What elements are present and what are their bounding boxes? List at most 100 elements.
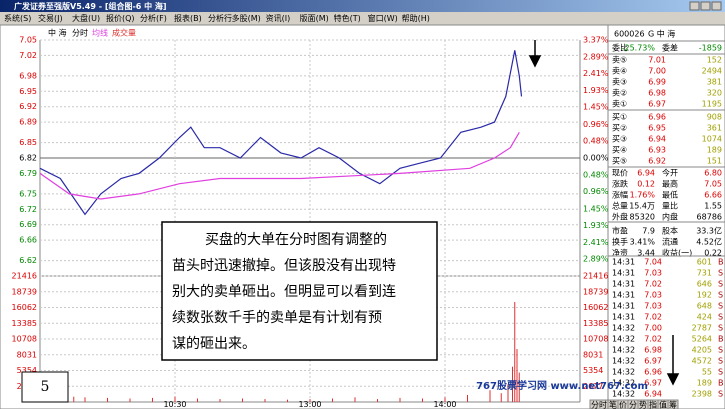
- menu-item[interactable]: 资讯(I): [266, 13, 291, 23]
- order-book-cell: 买①: [612, 113, 627, 122]
- stat-cell: 今开: [662, 168, 678, 178]
- menu-item[interactable]: 交易(J): [38, 13, 63, 23]
- order-book-cell: 买⑤: [612, 157, 627, 166]
- trade-cell: 601: [697, 258, 712, 267]
- order-book-cell: 6.99: [648, 78, 666, 87]
- volume-bar: [197, 398, 198, 402]
- trade-cell: S: [718, 346, 723, 355]
- menu-item[interactable]: 系统(S): [4, 13, 31, 23]
- volume-bar: [73, 396, 75, 402]
- trade-cell: 14:32: [612, 368, 635, 377]
- tab-label[interactable]: 势: [639, 399, 647, 409]
- stock-code: 600026: [614, 30, 645, 39]
- y2-tick-label: 1.45%: [583, 204, 609, 213]
- trade-cell: B: [718, 258, 724, 267]
- menu-item[interactable]: 分析(F): [140, 13, 167, 23]
- volume-bar: [500, 393, 502, 402]
- menu-item[interactable]: 报表(B): [174, 13, 202, 23]
- tab[interactable]: [667, 399, 679, 409]
- menu-item[interactable]: 分析行: [208, 13, 232, 23]
- volume-bar: [84, 397, 86, 402]
- trade-cell: 14:31: [612, 280, 635, 289]
- annotation-box: [161, 221, 438, 361]
- y-tick-label: 6.95: [19, 87, 37, 96]
- tab-label[interactable]: 分时: [591, 399, 607, 409]
- stat-cell: 现价: [612, 169, 628, 178]
- tab-label[interactable]: 指: [649, 399, 657, 409]
- order-book-cell: 6.97: [648, 100, 666, 109]
- order-book-cell: 卖②: [612, 89, 627, 98]
- y-tick-label: 6.89: [19, 118, 37, 127]
- menu-item[interactable]: 版面(M): [300, 13, 329, 23]
- close-button[interactable]: [711, 1, 722, 11]
- stat-cell: 市盈: [612, 226, 628, 236]
- order-book-cell: 1074: [702, 135, 722, 144]
- annotation-line: 续数张数千手的卖单是有计划有预: [172, 309, 382, 326]
- order-book-cell: 361: [707, 124, 722, 133]
- y2-tick-label: 5354: [583, 366, 603, 375]
- volume-bar: [512, 366, 513, 402]
- menu-item[interactable]: 特色(T): [334, 13, 361, 23]
- trade-cell: 6.98: [644, 346, 662, 355]
- y2-tick-label: 8031: [583, 350, 603, 359]
- stat-cell: 6.94: [637, 169, 655, 178]
- trade-cell: B: [718, 379, 724, 388]
- menu-item[interactable]: 多股(M): [232, 13, 261, 23]
- trade-cell: 6.94: [644, 390, 662, 399]
- volume-bar: [287, 399, 288, 402]
- trade-cell: 2398: [692, 390, 712, 399]
- stat-cell: 收益(一): [662, 248, 692, 258]
- y-tick-label: 6.66: [19, 236, 37, 245]
- trade-cell: 6.96: [644, 368, 662, 377]
- tab-label[interactable]: 分: [629, 400, 637, 409]
- trade-cell: 7.03: [644, 291, 662, 300]
- stat-cell: 最低: [662, 190, 678, 200]
- y2-tick-label: 2.89%: [583, 52, 609, 61]
- stat-cell: 涨跌: [612, 179, 628, 189]
- stat-cell: 3.44: [637, 249, 655, 258]
- stat-cell: 流通: [662, 237, 678, 247]
- trade-cell: S: [718, 390, 723, 399]
- stock-name: G 中 海: [648, 29, 675, 39]
- trade-cell: S: [718, 368, 723, 377]
- tab-label[interactable]: 值: [659, 399, 667, 409]
- trade-cell: 7.02: [644, 335, 662, 344]
- summary-cell: -25.73%: [622, 44, 656, 53]
- x-tick-label: 14:00: [433, 400, 456, 409]
- order-book-cell: 908: [707, 113, 722, 122]
- annotation: 买盘的大单在分时图有调整的苗头时迅速撤掉。但该股没有出现特别大的卖单砸出。但明显…: [172, 231, 396, 352]
- trade-cell: 55: [702, 368, 712, 377]
- trade-cell: 646: [697, 280, 712, 289]
- annotation-line: 苗头时迅速撤掉。但该股没有出现特: [172, 258, 396, 274]
- y-tick-label: 7.02: [19, 51, 37, 60]
- trade-cell: 14:32: [612, 357, 635, 366]
- stat-cell: 内盘: [662, 212, 678, 222]
- annotation-line: 买盘的大单在分时图有调整的: [205, 231, 387, 248]
- order-book-cell: 189: [707, 146, 722, 155]
- stat-cell: 净资: [612, 248, 628, 258]
- order-book-cell: 7.01: [648, 56, 666, 65]
- y2-tick-label: 2677: [583, 382, 603, 391]
- menu-item[interactable]: 报价(Q): [106, 13, 135, 23]
- trade-cell: S: [718, 357, 723, 366]
- minimize-button[interactable]: [689, 1, 700, 11]
- tab-label[interactable]: 价: [619, 400, 627, 409]
- trade-cell: 4205: [692, 346, 712, 355]
- menu-item[interactable]: 帮助(H): [402, 13, 430, 23]
- volume-bar: [309, 399, 311, 402]
- order-book-cell: 320: [707, 89, 722, 98]
- stat-cell: 85320: [630, 213, 655, 222]
- maximize-button[interactable]: [700, 1, 711, 11]
- tab-label[interactable]: 筹: [669, 399, 677, 409]
- tab-label[interactable]: 笔: [609, 399, 617, 409]
- trade-cell: 6.97: [644, 379, 662, 388]
- trade-cell: 6.97: [644, 357, 662, 366]
- y2-tick-label: 13385: [583, 319, 608, 328]
- y2-tick-label: 0.96%: [583, 120, 609, 129]
- trade-cell: S: [718, 324, 723, 333]
- trade-cell: S: [718, 280, 723, 289]
- trade-cell: S: [718, 269, 723, 278]
- menu-item[interactable]: 大盘(U): [72, 13, 100, 23]
- menu-item[interactable]: 窗口(W): [368, 13, 398, 23]
- volume-bar: [242, 398, 243, 402]
